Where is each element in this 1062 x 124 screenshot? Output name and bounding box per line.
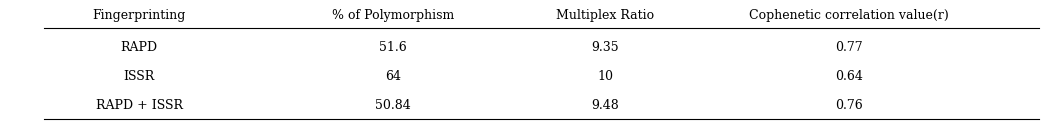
Text: Cophenetic correlation value(r): Cophenetic correlation value(r) <box>749 9 948 22</box>
Text: 64: 64 <box>386 70 401 83</box>
Text: 0.77: 0.77 <box>835 41 862 54</box>
Text: 10: 10 <box>597 70 613 83</box>
Text: Multiplex Ratio: Multiplex Ratio <box>556 9 654 22</box>
Text: 9.48: 9.48 <box>592 99 619 112</box>
Text: RAPD + ISSR: RAPD + ISSR <box>96 99 183 112</box>
Text: ISSR: ISSR <box>123 70 155 83</box>
Text: 9.35: 9.35 <box>592 41 619 54</box>
Text: RAPD: RAPD <box>120 41 157 54</box>
Text: 51.6: 51.6 <box>379 41 407 54</box>
Text: Fingerprinting: Fingerprinting <box>92 9 186 22</box>
Text: 50.84: 50.84 <box>376 99 411 112</box>
Text: 0.76: 0.76 <box>835 99 862 112</box>
Text: 0.64: 0.64 <box>835 70 862 83</box>
Text: % of Polymorphism: % of Polymorphism <box>332 9 455 22</box>
